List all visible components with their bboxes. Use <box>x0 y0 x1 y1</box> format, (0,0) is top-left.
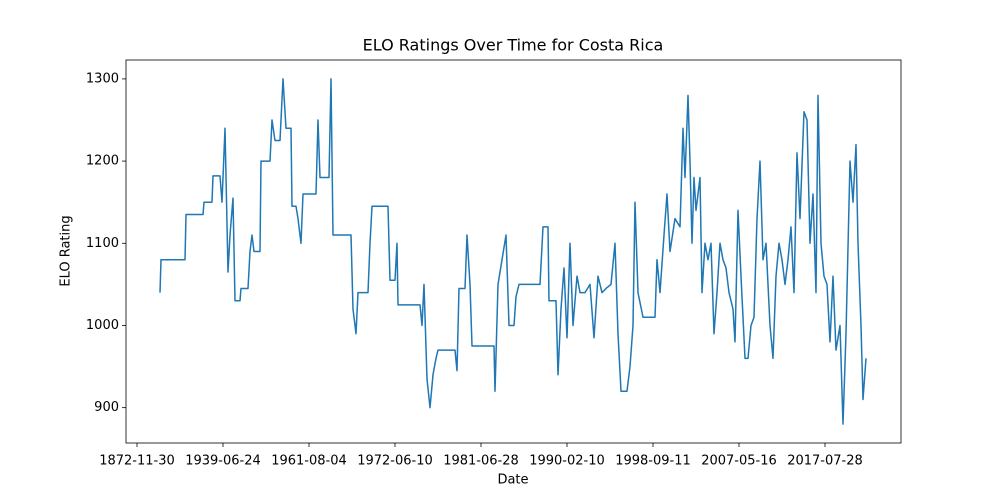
y-tick-label: 1200 <box>86 154 119 169</box>
x-tick-label: 1972-06-10 <box>357 454 433 469</box>
y-tick-label: 1300 <box>86 71 119 86</box>
x-tick-label: 1981-06-28 <box>443 454 519 469</box>
x-tick-label: 1961-08-04 <box>271 454 347 469</box>
y-tick-label: 1100 <box>86 236 119 251</box>
y-tick-label: 900 <box>94 400 119 415</box>
line-series <box>159 78 867 425</box>
plot-frame <box>125 59 902 444</box>
y-tick-label: 1000 <box>86 318 119 333</box>
x-tick-label: 1872-11-30 <box>99 454 175 469</box>
chart-title: ELO Ratings Over Time for Costa Rica <box>363 36 664 55</box>
x-tick-label: 2007-05-16 <box>701 454 777 469</box>
y-axis-label: ELO Rating <box>59 215 74 286</box>
x-tick-label: 1939-06-24 <box>185 454 261 469</box>
x-tick-label: 2017-07-28 <box>787 454 863 469</box>
x-axis-label: Date <box>497 473 528 488</box>
x-tick-label: 1998-09-11 <box>615 454 691 469</box>
x-tick-label: 1990-02-10 <box>529 454 605 469</box>
